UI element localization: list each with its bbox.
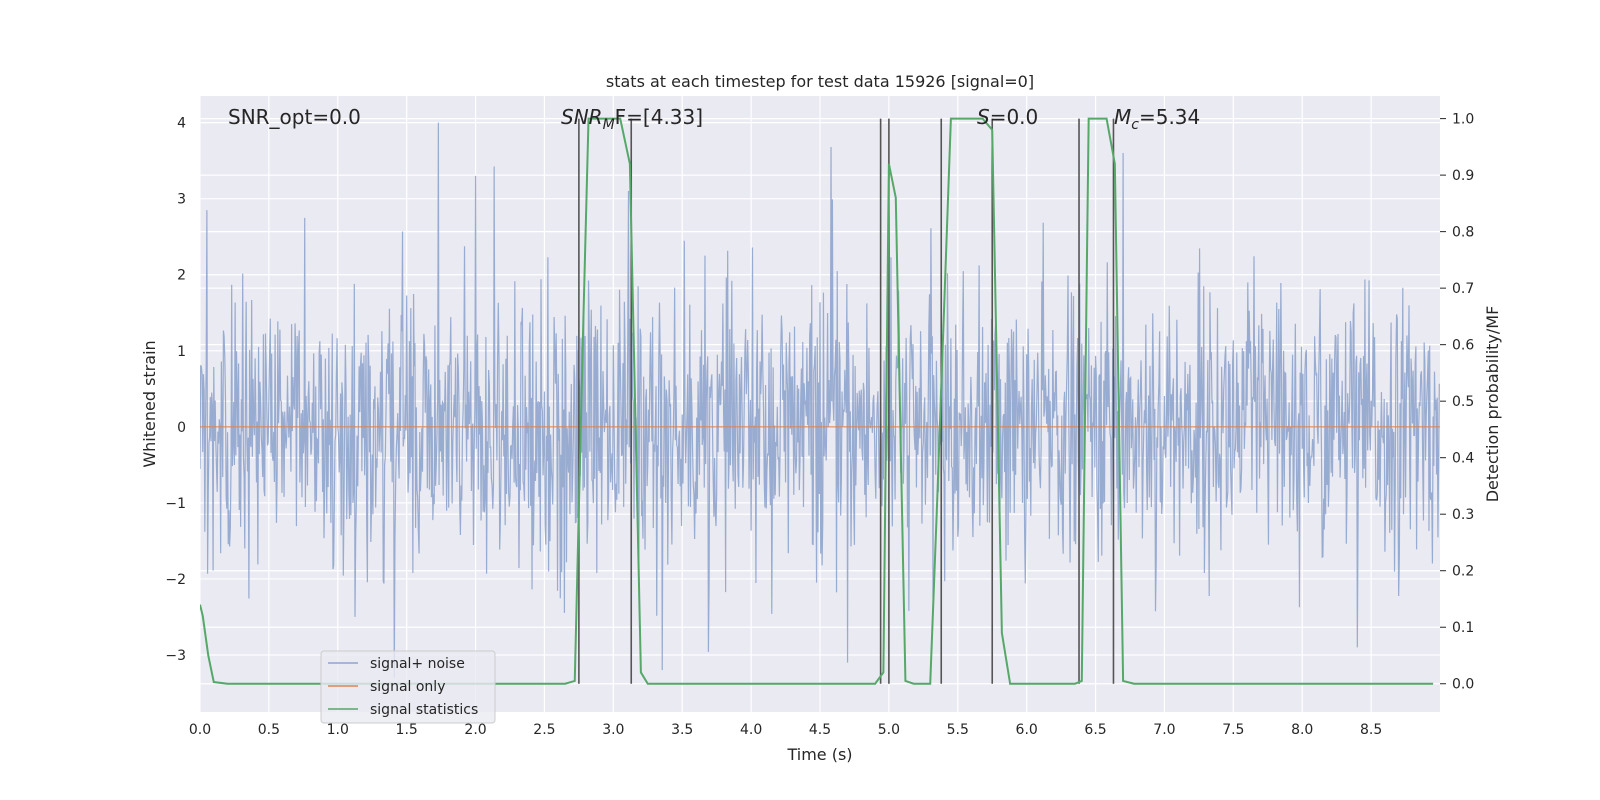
y-tick-label: 4 bbox=[177, 116, 186, 132]
annotation-snr-mf-rest: F=[4.33] bbox=[615, 105, 703, 129]
y-tick-label: −1 bbox=[165, 496, 186, 512]
annotation-mc-rest: =5.34 bbox=[1139, 105, 1200, 129]
legend-label-signal: signal only bbox=[370, 679, 445, 695]
y2-tick-label: 0.3 bbox=[1452, 507, 1474, 523]
x-tick-label: 1.0 bbox=[327, 722, 349, 738]
x-tick-label: 6.0 bbox=[1016, 722, 1038, 738]
annotation-mc-sub: c bbox=[1131, 117, 1139, 133]
annotation-snr-mf-main: SNR bbox=[561, 105, 603, 129]
y2-tick-label: 0.2 bbox=[1452, 564, 1474, 580]
x-tick-label: 5.0 bbox=[878, 722, 900, 738]
x-tick-label: 4.0 bbox=[740, 722, 762, 738]
legend: signal+ noise signal only signal statist… bbox=[320, 650, 496, 724]
annotation-s: S=0.0 bbox=[977, 105, 1038, 129]
x-tick-label: 4.5 bbox=[809, 722, 831, 738]
y2-tick-label: 0.4 bbox=[1452, 451, 1474, 467]
x-tick-label: 0.5 bbox=[258, 722, 280, 738]
y2-axis-label: Detection probability/MF bbox=[1483, 306, 1502, 503]
x-tick-label: 8.0 bbox=[1291, 722, 1313, 738]
x-tick-label: 8.5 bbox=[1360, 722, 1382, 738]
x-tick-label: 0.0 bbox=[189, 722, 211, 738]
x-axis-ticks: 0.0 0.5 1.0 1.5 2.0 2.5 3.0 3.5 4.0 4.5 5.0 5.5 6.0 6… bbox=[189, 722, 1382, 738]
y-tick-label: 2 bbox=[177, 268, 186, 284]
y-tick-label: 0 bbox=[177, 420, 186, 436]
x-tick-label: 5.5 bbox=[947, 722, 969, 738]
y-tick-label: −3 bbox=[165, 648, 186, 664]
series-signal-statistics bbox=[200, 117, 1434, 685]
annotation-mc-main: M bbox=[1114, 105, 1131, 129]
y-axis-ticks: −3 −2 −1 0 1 2 3 4 bbox=[165, 116, 186, 664]
y2-tick-label: 0.1 bbox=[1452, 620, 1474, 636]
y2-tick-label: 1.0 bbox=[1452, 112, 1474, 128]
x-tick-label: 3.0 bbox=[602, 722, 624, 738]
x-axis-label: Time (s) bbox=[786, 745, 852, 764]
chart-title: stats at each timestep for test data 159… bbox=[606, 72, 1034, 91]
y2-tick-label: 0.5 bbox=[1452, 394, 1474, 410]
y2-tick-label: 0.8 bbox=[1452, 225, 1474, 241]
legend-label-noise: signal+ noise bbox=[370, 656, 465, 672]
x-tick-label: 7.5 bbox=[1222, 722, 1244, 738]
series-signal-plus-noise bbox=[200, 122, 1440, 678]
y-tick-label: −2 bbox=[165, 572, 186, 588]
x-tick-label: 2.0 bbox=[464, 722, 486, 738]
y2-tick-label: 0.6 bbox=[1452, 338, 1474, 354]
x-tick-label: 6.5 bbox=[1084, 722, 1106, 738]
x-tick-label: 1.5 bbox=[396, 722, 418, 738]
annotation-snr-mf-sub: M bbox=[603, 117, 615, 133]
annotation-mc: Mc=5.34 bbox=[1114, 105, 1200, 133]
y2-tick-label: 0.9 bbox=[1452, 168, 1474, 184]
legend-label-statistics: signal statistics bbox=[370, 702, 478, 718]
y-tick-label: 1 bbox=[177, 344, 186, 360]
x-tick-label: 2.5 bbox=[533, 722, 555, 738]
annotation-s-main: S bbox=[977, 105, 990, 129]
y-tick-label: 3 bbox=[177, 192, 186, 208]
y-axis-label: Whitened strain bbox=[140, 340, 159, 467]
y2-tick-label: 0.7 bbox=[1452, 281, 1474, 297]
annotation-snr-opt: SNR_opt=0.0 bbox=[228, 105, 361, 129]
x-tick-label: 3.5 bbox=[671, 722, 693, 738]
y2-tick-label: 0.0 bbox=[1452, 677, 1474, 693]
annotation-snr-mf: SNRMF=[4.33] bbox=[561, 105, 703, 133]
legend-box bbox=[320, 650, 496, 724]
annotation-s-rest: =0.0 bbox=[990, 105, 1039, 129]
x-tick-label: 7.0 bbox=[1153, 722, 1175, 738]
y2-axis-ticks: 0.0 0.1 0.2 0.3 0.4 0.5 0.6 0.7 0.8 0.9 1.0 bbox=[1440, 112, 1474, 693]
